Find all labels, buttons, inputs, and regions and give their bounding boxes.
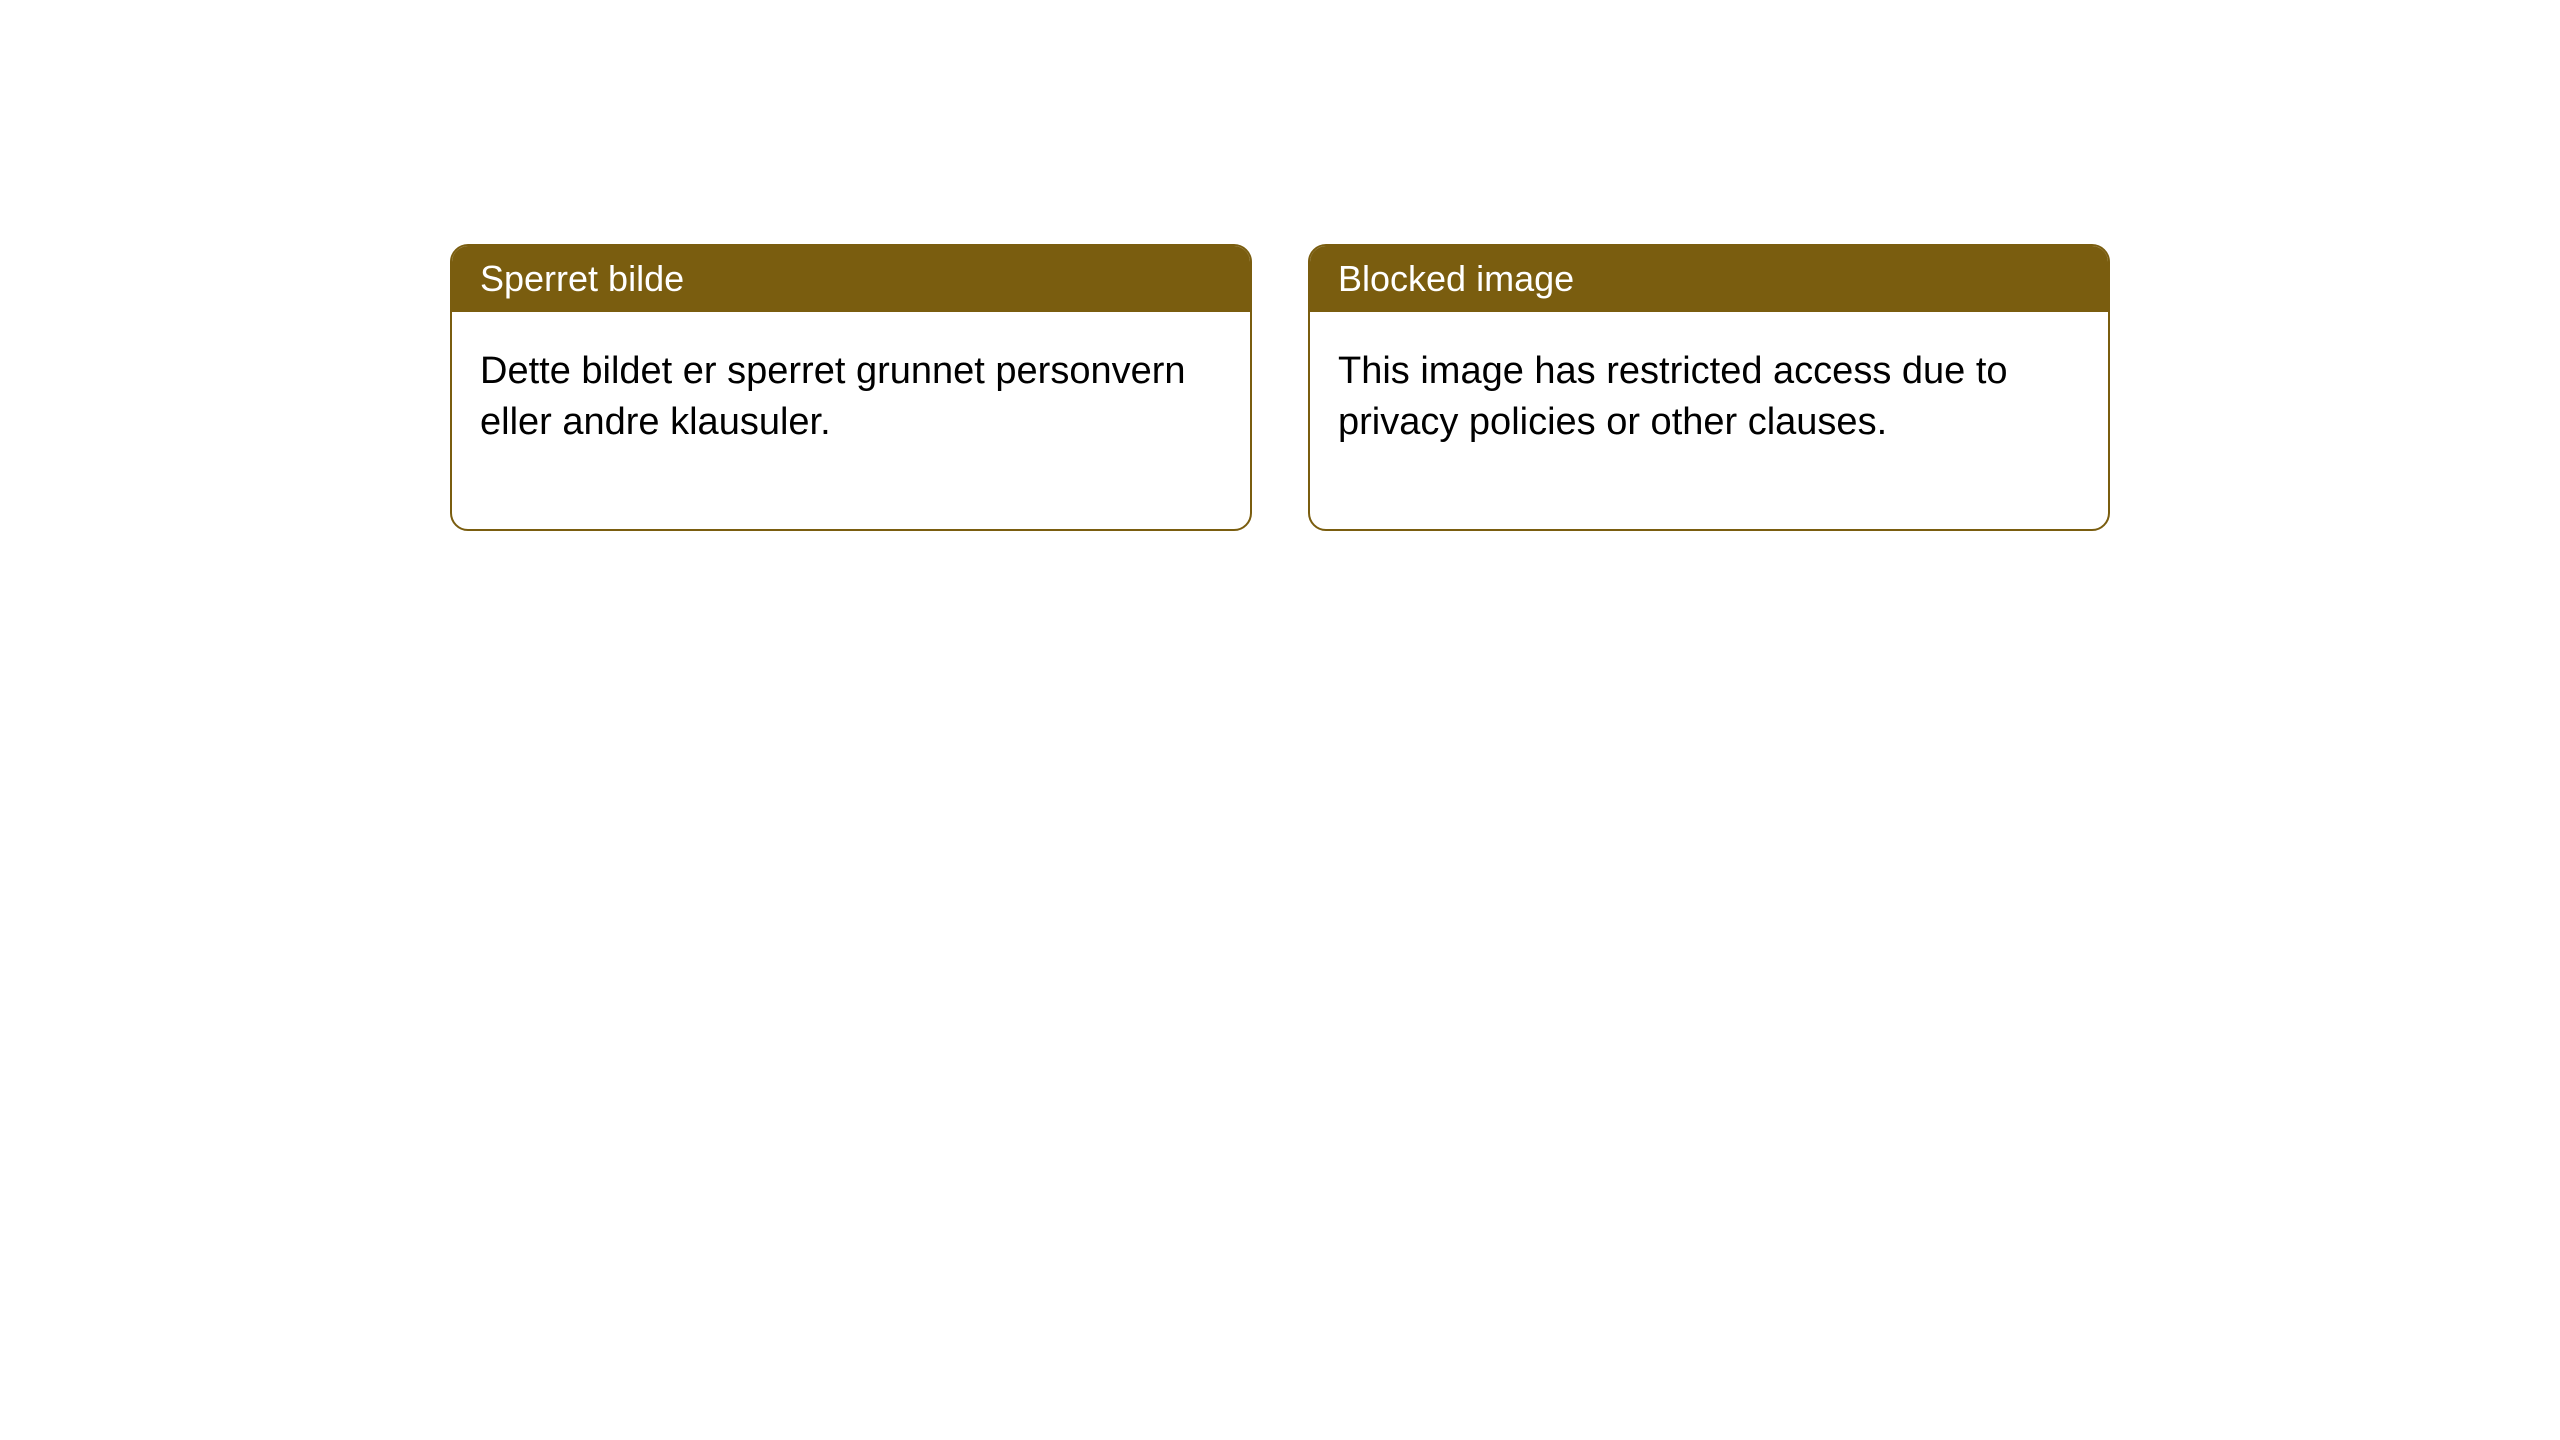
notice-card-english: Blocked image This image has restricted … — [1308, 244, 2110, 531]
notice-card-norwegian: Sperret bilde Dette bildet er sperret gr… — [450, 244, 1252, 531]
notice-header: Sperret bilde — [452, 246, 1250, 312]
notice-body: This image has restricted access due to … — [1310, 312, 2108, 529]
notice-cards-container: Sperret bilde Dette bildet er sperret gr… — [450, 244, 2110, 531]
notice-body: Dette bildet er sperret grunnet personve… — [452, 312, 1250, 529]
notice-header: Blocked image — [1310, 246, 2108, 312]
